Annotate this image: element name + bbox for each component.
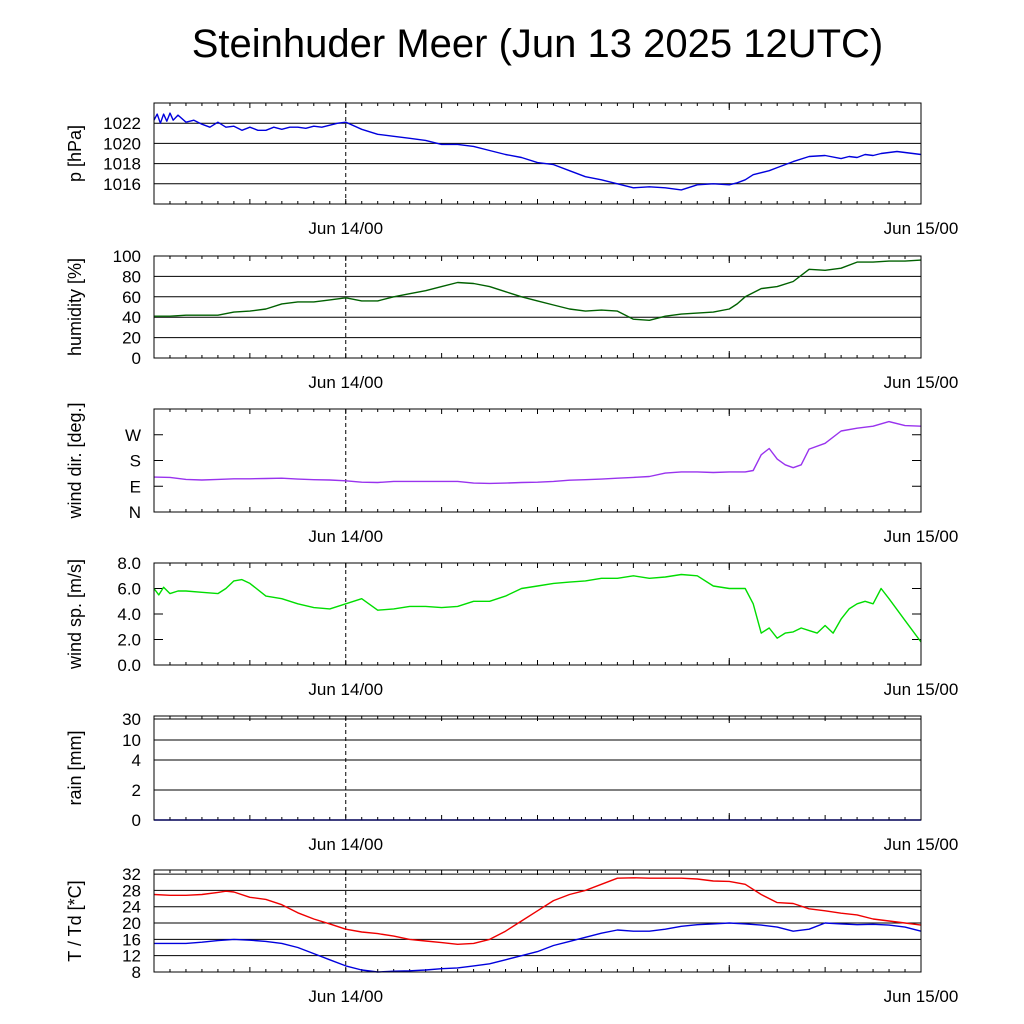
x-tick-label: Jun 15/00	[884, 527, 959, 546]
y-tick-label: 30	[122, 710, 141, 729]
y-tick-label: 80	[122, 267, 141, 286]
y-tick-label: 12	[122, 947, 141, 966]
panel-frame	[153, 562, 922, 666]
y-tick-label: 2.0	[117, 631, 141, 650]
x-tick-label: Jun 15/00	[884, 373, 959, 392]
x-tick-label: Jun 14/00	[308, 835, 383, 854]
panel-frame	[153, 255, 922, 359]
y-axis-label: humidity [%]	[65, 258, 85, 356]
series-line	[154, 922, 922, 973]
series-line	[153, 877, 922, 945]
y-tick-label: 1018	[103, 155, 141, 174]
y-tick-label: 28	[122, 881, 141, 900]
x-tick-label: Jun 14/00	[308, 219, 383, 238]
series-line	[154, 259, 922, 321]
y-tick-label: 100	[113, 247, 141, 266]
panel-frame	[153, 715, 922, 821]
y-tick-label: 8	[132, 963, 141, 982]
y-tick-label: N	[129, 503, 141, 522]
y-tick-label: 1020	[103, 134, 141, 153]
y-axis-label: rain [mm]	[65, 730, 85, 805]
panel-frame	[153, 869, 922, 973]
y-tick-label: 8.0	[117, 554, 141, 573]
y-tick-label: 40	[122, 308, 141, 327]
y-tick-label: W	[125, 426, 141, 445]
y-tick-label: 1016	[103, 175, 141, 194]
panel-frame	[153, 102, 922, 205]
y-axis-label: p [hPa]	[65, 125, 85, 182]
y-tick-label: 20	[122, 329, 141, 348]
x-tick-label: Jun 14/00	[308, 987, 383, 1006]
y-axis-label: wind dir. [deg.]	[65, 402, 85, 519]
x-tick-label: Jun 15/00	[884, 680, 959, 699]
y-tick-label: 2	[132, 781, 141, 800]
series-line	[153, 420, 922, 485]
y-tick-label: 10	[122, 731, 141, 750]
page-title: Steinhuder Meer (Jun 13 2025 12UTC)	[191, 22, 884, 66]
y-tick-label: E	[130, 477, 141, 496]
y-tick-label: 1022	[103, 114, 141, 133]
y-tick-label: 24	[122, 898, 141, 917]
x-tick-label: Jun 14/00	[308, 680, 383, 699]
x-tick-label: Jun 15/00	[884, 835, 959, 854]
y-tick-label: 4	[132, 751, 141, 770]
y-tick-label: 0	[132, 349, 141, 368]
series-line	[153, 573, 922, 643]
x-tick-label: Jun 14/00	[308, 527, 383, 546]
y-tick-label: 60	[122, 288, 141, 307]
y-tick-label: 0.0	[117, 656, 141, 675]
y-tick-label: 16	[122, 930, 141, 949]
panel-frame	[153, 408, 922, 513]
x-tick-label: Jun 14/00	[308, 373, 383, 392]
y-axis-label: wind sp. [m/s]	[65, 559, 85, 670]
x-tick-label: Jun 15/00	[884, 219, 959, 238]
x-tick-label: Jun 15/00	[884, 987, 959, 1006]
y-tick-label: 32	[122, 865, 141, 884]
y-tick-label: 20	[122, 914, 141, 933]
series-line	[153, 112, 922, 191]
y-tick-label: 6.0	[117, 580, 141, 599]
y-tick-label: S	[130, 452, 141, 471]
y-tick-label: 0	[132, 811, 141, 830]
y-axis-label: T / Td [*C]	[65, 880, 85, 961]
y-tick-label: 4.0	[117, 605, 141, 624]
